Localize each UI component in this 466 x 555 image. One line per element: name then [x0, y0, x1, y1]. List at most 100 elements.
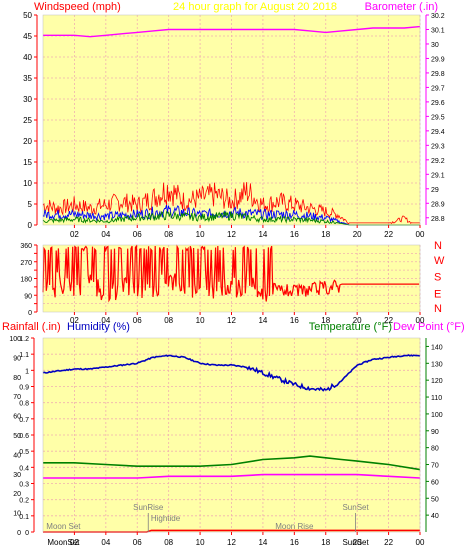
rainfall-tick-label: 0.7 [19, 417, 29, 424]
humidity-tick-label: 100 [9, 336, 21, 343]
climate-panel-x-tick-label: 06 [133, 538, 142, 547]
humidity-tick-label: 50 [13, 433, 21, 440]
rainfall-tick-label: 1.2 [19, 336, 29, 343]
barometer-tick-label: 29.9 [431, 56, 445, 63]
direction-panel-x-tick-label: 02 [70, 316, 79, 325]
compass-label: E [434, 288, 441, 300]
windspeed-tick-label: 35 [23, 74, 32, 83]
wind-panel-x-tick-label: 06 [133, 230, 142, 239]
event-label: Moon Set [46, 522, 81, 531]
direction-panel-x-tick-label: 06 [133, 316, 142, 325]
compass-label: N [434, 303, 442, 315]
direction-tick-label: 360 [20, 243, 32, 250]
wind-panel-x-tick-label: 16 [290, 230, 299, 239]
temperature-tick-label: 80 [431, 446, 439, 453]
direction-panel-x-tick-label: 16 [290, 316, 299, 325]
windspeed-tick-label: 30 [23, 95, 32, 104]
wind-panel-x-tick-label: 08 [164, 230, 173, 239]
barometer-tick-label: 29.1 [431, 172, 445, 179]
direction-panel-x-tick-label: 20 [353, 316, 362, 325]
climate-panel-x-tick-label: 16 [290, 538, 299, 547]
rainfall-tick-label: 0.4 [19, 465, 29, 472]
barometer-tick-label: 29.8 [431, 71, 445, 78]
climate-panel-x-tick-label: 00 [416, 538, 425, 547]
graph-date-title: 24 hour graph for August 20 2018 [173, 1, 337, 13]
humidity-tick-label: 80 [13, 375, 21, 382]
rainfall-tick-label: 1 [25, 368, 29, 375]
barometer-tick-label: 29 [431, 187, 439, 194]
temperature-tick-label: 130 [431, 361, 443, 368]
barometer-tick-label: 30.2 [431, 13, 445, 20]
temperature-tick-label: 50 [431, 496, 439, 503]
event-label: MoonSet [47, 538, 80, 547]
humidity-tick-label: 10 [13, 511, 21, 518]
barometer-line [43, 25, 421, 38]
wind-panel-x-tick-label: 00 [416, 230, 425, 239]
barometer-axis-title: Barometer (.in) [365, 1, 438, 13]
temperature-tick-label: 60 [431, 479, 439, 486]
event-label: SunRise [133, 503, 164, 512]
barometer-tick-label: 28.9 [431, 201, 445, 208]
climate-panel-x-tick-label: 02 [70, 538, 79, 547]
windspeed-tick-label: 40 [23, 53, 32, 62]
wind-direction-line [42, 244, 420, 303]
temperature-axis-title: Temperature (°F) [309, 321, 392, 333]
rainfall-tick-label: 0.1 [19, 514, 29, 521]
wind-panel-x-tick-label: 14 [258, 230, 267, 239]
direction-tick-label: 0 [28, 310, 32, 317]
barometer-tick-label: 29.3 [431, 143, 445, 150]
barometer-tick-label: 29.4 [431, 129, 445, 136]
wind-panel-x-tick-label: 10 [196, 230, 205, 239]
direction-panel-x-tick-label: 18 [321, 316, 330, 325]
climate-panel-x-tick-label: 14 [258, 538, 267, 547]
direction-tick-label: 90 [24, 293, 32, 300]
windspeed-tick-label: 0 [28, 221, 33, 230]
rainfall-tick-label: 0.8 [19, 401, 29, 408]
temperature-line [43, 455, 421, 471]
temperature-tick-label: 140 [431, 344, 443, 351]
climate-panel-x-tick-label: 18 [321, 538, 330, 547]
direction-panel-x-tick-label: 12 [227, 316, 236, 325]
temperature-tick-label: 70 [431, 463, 439, 470]
barometer-tick-label: 30 [431, 42, 439, 49]
climate-panel-x-tick-label: 10 [196, 538, 205, 547]
rainfall-axis-title: Rainfall (.in) [2, 321, 61, 333]
compass-label: W [434, 255, 445, 267]
direction-panel-x-tick-label: 22 [384, 316, 393, 325]
direction-tick-label: 180 [20, 277, 32, 284]
rainfall-tick-label: 0.3 [19, 482, 29, 489]
wind-panel-x-tick-label: 18 [321, 230, 330, 239]
windspeed-tick-label: 50 [23, 11, 32, 20]
temperature-tick-label: 40 [431, 513, 439, 520]
windspeed-tick-label: 15 [23, 158, 32, 167]
barometer-tick-label: 30.1 [431, 27, 445, 34]
temperature-tick-label: 90 [431, 429, 439, 436]
humidity-tick-label: 70 [13, 394, 21, 401]
rainfall-tick-label: 0 [25, 530, 29, 537]
windspeed-tick-label: 20 [23, 137, 32, 146]
event-label: SunSet [342, 503, 369, 512]
barometer-tick-label: 29.6 [431, 100, 445, 107]
wind-panel-x-tick-label: 04 [101, 230, 110, 239]
rainfall-tick-label: 0.9 [19, 385, 29, 392]
climate-panel-x-tick-label: 20 [353, 538, 362, 547]
climate-panel-x-tick-label: 22 [384, 538, 393, 547]
wind-panel-x-tick-label: 22 [384, 230, 393, 239]
barometer-tick-label: 29.2 [431, 158, 445, 165]
compass-label: S [434, 272, 441, 284]
humidity-tick-label: 0 [17, 530, 21, 537]
dewpoint-line [43, 473, 421, 479]
humidity-tick-label: 40 [13, 452, 21, 459]
humidity-tick-label: 90 [13, 355, 21, 362]
humidity-tick-label: 30 [13, 472, 21, 479]
wind-panel-x-tick-label: 20 [353, 230, 362, 239]
windspeed-tick-label: 5 [28, 200, 33, 209]
rainfall-tick-label: 0.6 [19, 433, 29, 440]
climate-panel-x-tick-label: 08 [164, 538, 173, 547]
event-label: Moon Rise [275, 522, 314, 531]
wind-gust-line [42, 182, 420, 225]
barometer-tick-label: 28.8 [431, 216, 445, 223]
humidity-axis-title: Humidity (%) [67, 321, 130, 333]
